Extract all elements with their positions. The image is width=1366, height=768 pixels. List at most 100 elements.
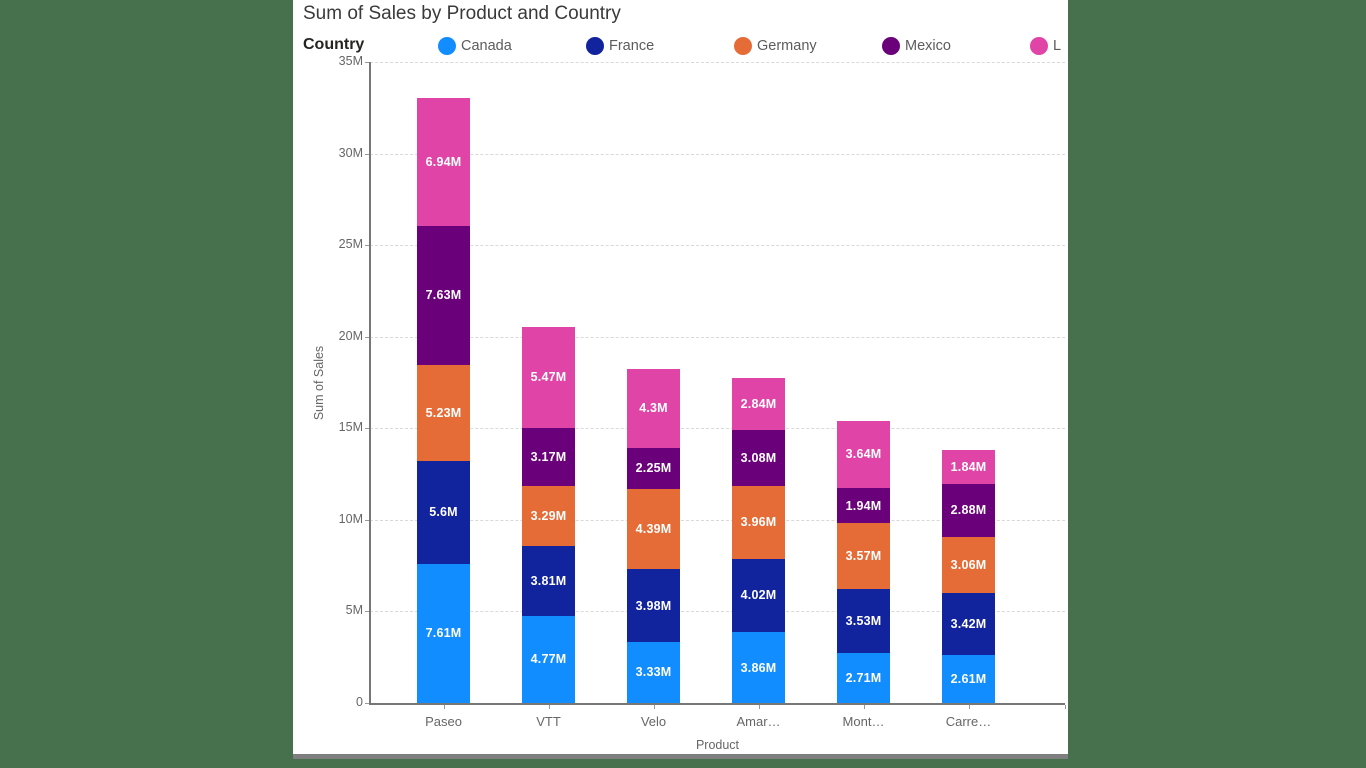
y-tick-label: 10M [338,511,363,526]
bar-segment-l-Carre…[interactable]: 1.84M [942,450,995,484]
legend-color-dot [734,37,752,55]
bar-segment-germany-Mont…[interactable]: 3.57M [837,523,890,589]
gridline-15M [370,428,1065,430]
category-label-Carre…: Carre… [945,714,992,729]
bar-segment-l-Velo[interactable]: 4.3M [627,368,680,448]
data-label: 3.53M [845,614,882,629]
category-label-Amar…: Amar… [736,714,781,729]
bar-segment-france-Carre…[interactable]: 3.42M [942,592,995,656]
data-label: 2.71M [845,671,882,686]
y-axis-tick [365,336,370,338]
data-label: 3.06M [950,557,987,572]
legend-color-dot [882,37,900,55]
gridline-20M [370,336,1065,338]
data-label: 4.3M [639,401,668,416]
x-axis-tick [968,705,970,709]
y-tick-label: 25M [338,237,363,252]
bar-segment-france-Velo[interactable]: 3.98M [627,569,680,642]
bar-segment-mexico-Amar…[interactable]: 3.08M [732,429,785,487]
data-label: 5.23M [425,406,462,421]
legend-color-dot [586,37,604,55]
y-axis-tick [365,611,370,613]
bar-segment-germany-Paseo[interactable]: 5.23M [417,365,470,462]
legend-item-canada[interactable]: Canada [438,36,512,56]
bar-segment-germany-VTT[interactable]: 3.29M [522,485,575,546]
x-axis-tick [653,705,655,709]
legend-item-l[interactable]: L [1030,36,1061,56]
y-tick-label: 20M [338,328,363,343]
bar-segment-l-VTT[interactable]: 5.47M [522,327,575,428]
gridline-10M [370,519,1065,521]
data-label: 4.39M [635,521,672,536]
bar-segment-france-VTT[interactable]: 3.81M [522,545,575,616]
bar-segment-germany-Amar…[interactable]: 3.96M [732,486,785,559]
gridline-25M [370,245,1065,247]
bar-segment-france-Paseo[interactable]: 5.6M [417,461,470,564]
legend-item-germany[interactable]: Germany [734,36,817,56]
x-axis-tick [1065,705,1066,709]
gridline-30M [370,153,1065,155]
data-label: 3.33M [635,665,672,680]
bar-segment-mexico-Paseo[interactable]: 7.63M [417,225,470,366]
legend-item-label: L [1053,38,1062,54]
legend-color-dot [1030,37,1048,55]
x-axis-tick [863,705,865,709]
data-label: 2.61M [950,672,987,687]
bar-segment-canada-Mont…[interactable]: 2.71M [837,653,890,703]
chart-title: Sum of Sales by Product and Country [303,3,621,24]
data-label: 1.84M [950,459,987,474]
data-label: 1.94M [845,498,882,513]
bar-segment-mexico-Velo[interactable]: 2.25M [627,447,680,489]
y-axis-tick [365,703,370,704]
report-visual-panel: Sum of Sales by Product and Country Coun… [293,0,1068,759]
data-label: 5.47M [530,370,567,385]
data-label: 3.57M [845,549,882,564]
bar-segment-mexico-Carre…[interactable]: 2.88M [942,483,995,537]
data-label: 3.98M [635,598,672,613]
data-label: 3.29M [530,508,567,523]
bar-segment-mexico-Mont…[interactable]: 1.94M [837,487,890,524]
category-label-Mont…: Mont… [842,714,885,729]
data-label: 4.02M [740,588,777,603]
bar-segment-germany-Carre…[interactable]: 3.06M [942,536,995,593]
bar-segment-mexico-VTT[interactable]: 3.17M [522,427,575,486]
x-axis-title: Product [695,738,740,752]
legend-title: Country [303,36,365,53]
bar-segment-france-Amar…[interactable]: 4.02M [732,558,785,633]
legend-color-dot [438,37,456,55]
data-label: 2.88M [950,503,987,518]
bar-segment-l-Mont…[interactable]: 3.64M [837,421,890,488]
data-label: 3.96M [740,515,777,530]
x-axis-tick [443,705,445,709]
data-label: 3.81M [530,573,567,588]
bar-segment-germany-Velo[interactable]: 4.39M [627,488,680,570]
bar-segment-canada-Amar…[interactable]: 3.86M [732,632,785,703]
y-axis-tick [365,245,370,247]
y-tick-label: 5M [345,603,363,618]
y-axis-tick [365,62,370,63]
legend-item-mexico[interactable]: Mexico [882,36,951,56]
data-label: 3.17M [530,449,567,464]
bar-segment-canada-VTT[interactable]: 4.77M [522,615,575,703]
bar-segment-canada-Velo[interactable]: 3.33M [627,642,680,703]
x-axis-tick [758,705,760,709]
bar-segment-l-Amar…[interactable]: 2.84M [732,377,785,430]
gridline-35M [370,62,1065,63]
y-tick-label: 0 [356,695,363,709]
bar-segment-canada-Paseo[interactable]: 7.61M [417,563,470,703]
data-label: 4.77M [530,652,567,667]
y-tick-label: 30M [338,145,363,160]
bar-segment-france-Mont…[interactable]: 3.53M [837,588,890,654]
bar-segment-canada-Carre…[interactable]: 2.61M [942,655,995,703]
x-axis-line [369,703,1065,705]
y-axis-title: Sum of Sales [312,345,326,421]
bar-segment-l-Paseo[interactable]: 6.94M [417,98,470,226]
data-label: 2.25M [635,461,672,476]
y-tick-label: 15M [338,420,363,435]
legend-item-label: France [609,38,655,54]
y-axis-tick [365,428,370,430]
legend-item-france[interactable]: France [586,36,654,56]
y-tick-label: 35M [338,54,363,68]
data-label: 3.08M [740,450,777,465]
data-label: 3.86M [740,660,777,675]
